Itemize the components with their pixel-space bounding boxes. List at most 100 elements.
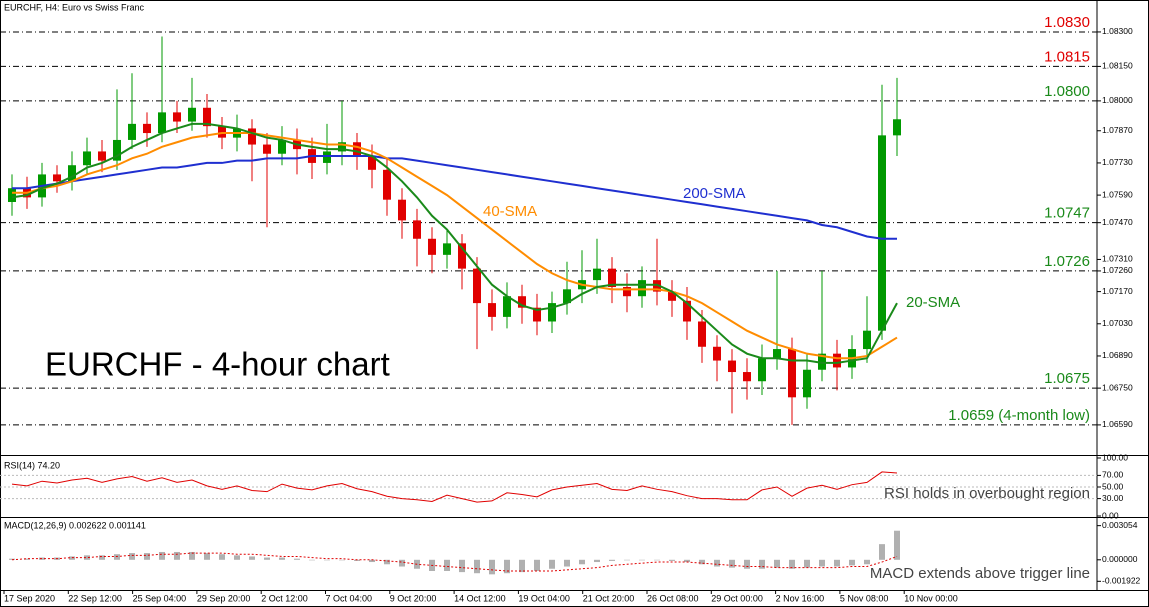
macd-bar — [324, 559, 330, 561]
candle-body — [383, 169, 391, 200]
macd-bar — [684, 559, 690, 563]
candle-body — [53, 174, 61, 182]
level-label: 1.0675 — [1044, 370, 1090, 387]
x-tick-label: 2 Oct 12:00 — [261, 593, 308, 603]
sma-line — [11, 122, 898, 364]
macd-bar — [609, 559, 615, 561]
macd-annotation: MACD extends above trigger line — [870, 565, 1090, 582]
chart-header: EURCHF, H4: Euro vs Swiss Franc — [4, 2, 145, 12]
macd-bar — [489, 559, 495, 575]
macd-bar — [834, 559, 840, 567]
macd-bar — [174, 551, 180, 560]
macd-bar — [219, 554, 225, 560]
macd-bar — [804, 559, 810, 568]
y-tick-label: 70.00 — [1102, 470, 1124, 480]
x-tick-label: 10 Nov 00:00 — [904, 593, 958, 603]
candle-body — [173, 112, 181, 122]
y-tick-label: 0.000000 — [1102, 554, 1138, 564]
candle-body — [68, 165, 76, 182]
candle-body — [668, 291, 676, 301]
candle-body — [203, 107, 211, 127]
macd-bar — [144, 553, 150, 560]
candle-body — [338, 142, 346, 152]
macd-bar — [654, 559, 660, 561]
macd-bar — [639, 559, 645, 561]
y-tick-label: 0.00 — [1102, 510, 1119, 520]
x-tick-label: 2 Nov 16:00 — [776, 593, 825, 603]
macd-bar — [894, 530, 900, 560]
macd-bar — [624, 559, 630, 561]
y-tick-label: 1.08000 — [1102, 95, 1133, 105]
candle-body — [458, 243, 466, 269]
x-tick-label: 14 Oct 12:00 — [454, 593, 506, 603]
y-tick-label: 0.003054 — [1102, 520, 1138, 530]
x-tick-label: 7 Oct 04:00 — [326, 593, 373, 603]
macd-label: MACD(12,26,9) 0.002622 0.001141 — [4, 520, 146, 530]
candle-body — [503, 296, 511, 317]
candle-body — [518, 296, 526, 308]
macd-bar — [774, 559, 780, 568]
macd-bar — [579, 559, 585, 565]
macd-bar — [729, 559, 735, 568]
rsi-label: RSI(14) 74.20 — [4, 460, 60, 470]
macd-bar — [459, 559, 465, 573]
candle-body — [833, 353, 841, 368]
macd-bar — [369, 559, 375, 563]
candle-body — [413, 220, 421, 239]
macd-bar — [354, 559, 360, 561]
macd-bar — [519, 559, 525, 573]
candle-body — [323, 151, 331, 163]
y-tick-label: 1.08300 — [1102, 26, 1133, 36]
candle-body — [863, 330, 871, 350]
macd-bar — [339, 559, 345, 561]
y-tick-label: 1.07260 — [1102, 265, 1133, 275]
candle-body — [443, 243, 451, 255]
candle-body — [113, 139, 121, 161]
rsi-annotation: RSI holds in overbought region — [884, 485, 1090, 502]
candle-body — [653, 280, 661, 292]
macd-bar — [129, 553, 135, 560]
candle-body — [593, 268, 601, 281]
y-tick-label: 1.06890 — [1102, 350, 1133, 360]
level-label: 1.0747 — [1044, 205, 1090, 222]
y-tick-label: 50.00 — [1102, 481, 1124, 491]
sma-annotation: 200-SMA — [683, 185, 746, 202]
macd-bar — [849, 559, 855, 566]
candle-body — [638, 280, 646, 297]
candle-body — [698, 321, 706, 347]
y-tick-label: 1.07170 — [1102, 286, 1133, 296]
x-tick-label: 26 Oct 08:00 — [647, 593, 699, 603]
y-tick-label: 1.07310 — [1102, 254, 1133, 264]
candle-body — [188, 107, 196, 122]
candle-body — [428, 238, 436, 255]
candle-body — [788, 349, 796, 398]
level-label: 1.0659 (4-month low) — [948, 407, 1090, 424]
candle-body — [548, 303, 556, 322]
y-tick-label: 1.07730 — [1102, 157, 1133, 167]
macd-bar — [474, 559, 480, 574]
candle-body — [683, 300, 691, 322]
macd-bar — [699, 559, 705, 565]
chart-title: EURCHF - 4-hour chart — [45, 346, 390, 383]
macd-bar — [9, 558, 15, 560]
macd-bar — [309, 559, 315, 561]
y-tick-label: 1.07470 — [1102, 217, 1133, 227]
y-tick-label: 1.07590 — [1102, 189, 1133, 199]
candle-body — [353, 142, 361, 157]
macd-bar — [264, 557, 270, 560]
macd-bar — [69, 556, 75, 560]
macd-bar — [99, 555, 105, 560]
rsi-line — [11, 471, 898, 503]
candle-body — [128, 123, 136, 140]
y-tick-label: 1.07870 — [1102, 125, 1133, 135]
candle-body — [743, 372, 751, 382]
macd-bar — [549, 559, 555, 569]
level-label: 1.0830 — [1044, 14, 1090, 31]
sma-annotation: 20-SMA — [906, 294, 960, 311]
macd-bar — [234, 555, 240, 560]
candle-body — [83, 151, 91, 166]
macd-bar — [564, 559, 570, 567]
x-tick-label: 21 Oct 20:00 — [583, 593, 635, 603]
macd-bar — [24, 558, 30, 560]
candle-body — [803, 369, 811, 398]
